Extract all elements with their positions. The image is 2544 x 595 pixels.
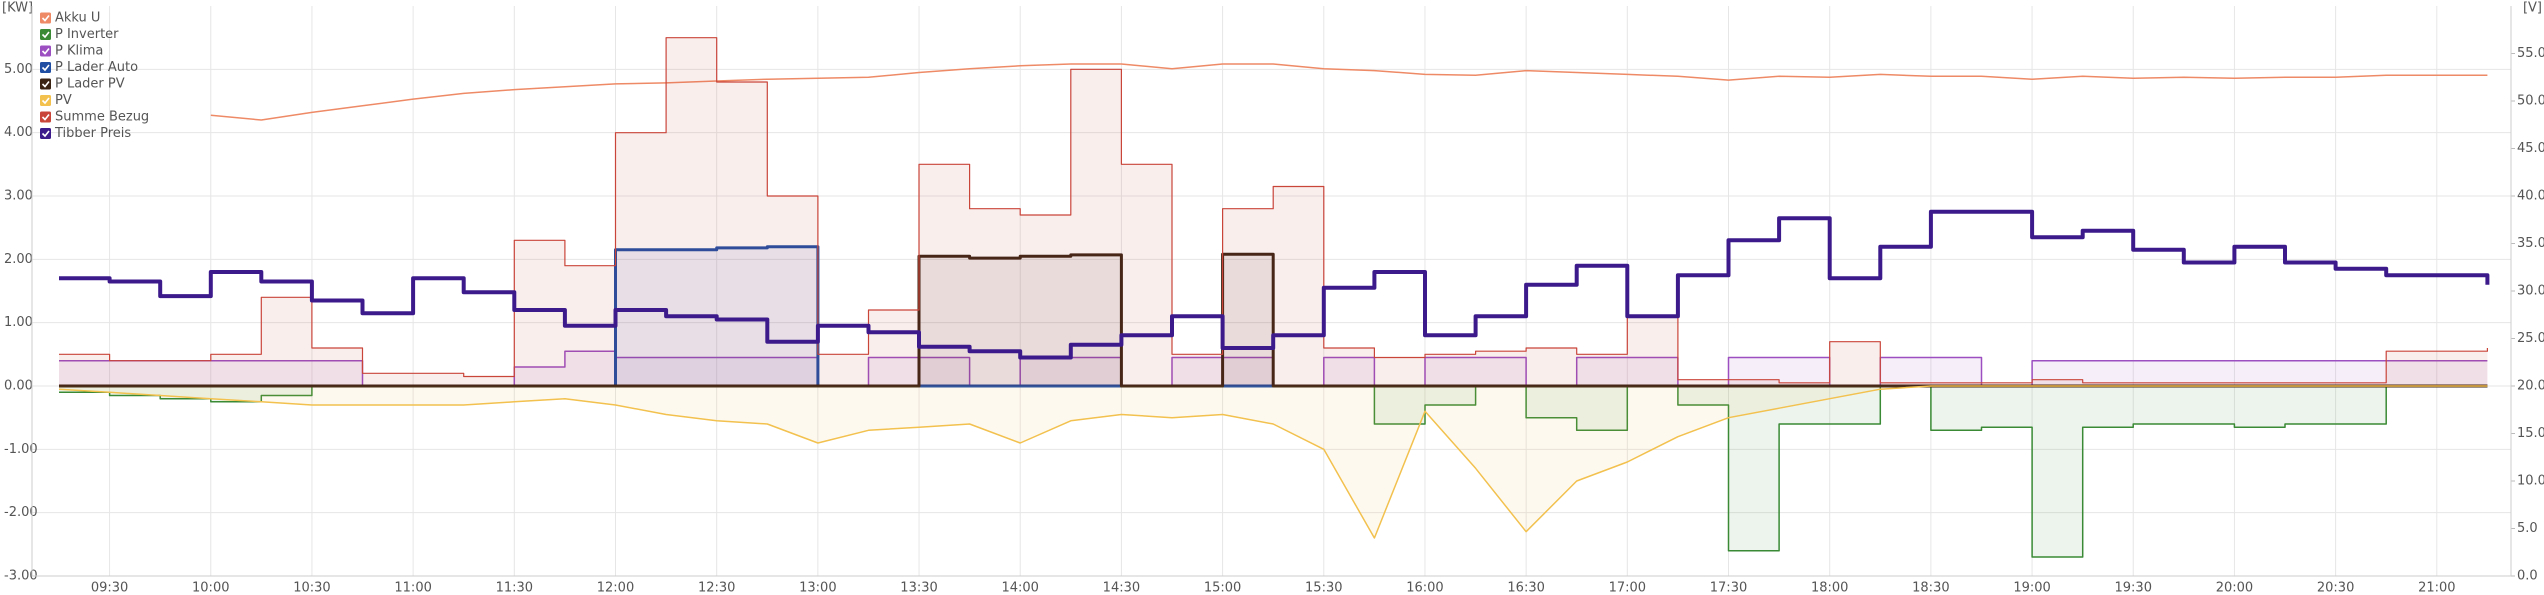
x-tick-label: 20:30 [2317, 581, 2354, 595]
legend-label: P Lader Auto [55, 60, 138, 75]
y2-tick-label: 35.0 [2517, 236, 2544, 251]
y-tick-label: -2.00 [4, 505, 38, 520]
y2-tick-label: 25.0 [2517, 331, 2544, 346]
x-tick-label: 16:30 [1507, 581, 1544, 595]
y-tick-label: -3.00 [4, 569, 38, 584]
legend-check [41, 15, 50, 22]
series-line [59, 209, 2490, 360]
y2-tick-label: 10.0 [2517, 474, 2544, 489]
legend-label: Summe Bezug [55, 110, 149, 125]
legend-swatch [40, 78, 51, 90]
legend-swatch [40, 29, 51, 40]
legend-item[interactable]: Tibber Preis [40, 126, 131, 141]
y-tick-label: 5.00 [4, 62, 33, 77]
y-tick-label: -1.00 [4, 442, 38, 457]
legend-check [41, 114, 50, 121]
legend-swatch [40, 95, 51, 106]
legend-check [41, 64, 50, 72]
legend-label: P Inverter [55, 27, 119, 42]
x-tick-label: 16:00 [1406, 581, 1443, 595]
y-tick-label: 1.00 [4, 315, 33, 330]
legend-label: P Klima [55, 44, 103, 59]
y2-tick-label: 0.0 [2517, 569, 2538, 584]
legend-swatch [40, 62, 51, 73]
x-tick-label: 13:00 [799, 581, 836, 595]
legend-label: P Lader PV [55, 77, 125, 92]
legend-check [41, 31, 50, 39]
x-tick-label: 17:30 [1710, 581, 1747, 595]
x-tick-label: 21:00 [2418, 581, 2455, 595]
y2-axis-label: [V] [2523, 1, 2542, 16]
legend-swatch [40, 128, 51, 139]
legend-check [41, 48, 50, 55]
legend-item[interactable]: P Inverter [40, 27, 119, 42]
y2-tick-label: 45.0 [2517, 141, 2544, 156]
y-tick-label: 3.00 [4, 189, 33, 204]
legend-check [41, 81, 50, 88]
x-tick-label: 10:30 [293, 581, 330, 595]
legend-item[interactable]: P Klima [40, 44, 103, 59]
series-area [59, 246, 2488, 386]
x-tick-label: 17:00 [1609, 581, 1646, 595]
legend-check [41, 130, 50, 138]
legend-item[interactable]: Summe Bezug [40, 110, 149, 125]
legend-item[interactable]: P Lader PV [40, 77, 125, 92]
legend-label: Tibber Preis [54, 126, 131, 141]
x-tick-label: 12:00 [597, 581, 634, 595]
y-axis-label: [KW] [2, 1, 33, 16]
x-tick-label: 20:00 [2216, 581, 2253, 595]
y-tick-label: 4.00 [4, 125, 33, 140]
legend-item[interactable]: P Lader Auto [40, 60, 138, 75]
x-tick-label: 14:30 [1103, 581, 1140, 595]
legend-swatch [40, 111, 51, 123]
x-tick-label: 11:00 [394, 581, 431, 595]
series-line [59, 37, 2488, 384]
legend-check [41, 97, 50, 105]
x-tick-label: 11:30 [496, 581, 533, 595]
x-tick-label: 19:00 [2013, 581, 2050, 595]
y-tick-label: 2.00 [4, 252, 33, 267]
x-tick-label: 09:30 [91, 581, 128, 595]
legend-label: Akku U [55, 11, 100, 26]
legend-swatch [40, 45, 51, 57]
x-tick-label: 18:00 [1811, 581, 1848, 595]
y2-tick-label: 55.0 [2517, 46, 2544, 61]
y-tick-label: 0.00 [4, 379, 33, 394]
y2-tick-label: 30.0 [2517, 284, 2544, 299]
series-line [210, 63, 2488, 121]
series-line [58, 385, 2488, 539]
y2-tick-label: 5.0 [2517, 521, 2538, 536]
y2-tick-label: 20.0 [2517, 379, 2544, 394]
series-area [59, 386, 2488, 538]
y2-tick-label: 50.0 [2517, 94, 2544, 109]
x-tick-label: 14:00 [1001, 581, 1038, 595]
x-tick-label: 15:30 [1305, 581, 1342, 595]
series-area [59, 386, 2488, 557]
legend-swatch [40, 12, 51, 24]
x-tick-label: 13:30 [900, 581, 937, 595]
legend-label: PV [55, 93, 72, 108]
legend-item[interactable]: PV [40, 93, 72, 108]
x-tick-label: 10:00 [192, 581, 229, 595]
y2-tick-label: 15.0 [2517, 426, 2544, 441]
x-tick-label: 12:30 [698, 581, 735, 595]
legend-item[interactable]: Akku U [40, 11, 100, 26]
x-tick-label: 19:30 [2115, 581, 2152, 595]
x-tick-label: 15:00 [1204, 581, 1241, 595]
x-tick-label: 18:30 [1912, 581, 1949, 595]
y2-tick-label: 40.0 [2517, 189, 2544, 204]
